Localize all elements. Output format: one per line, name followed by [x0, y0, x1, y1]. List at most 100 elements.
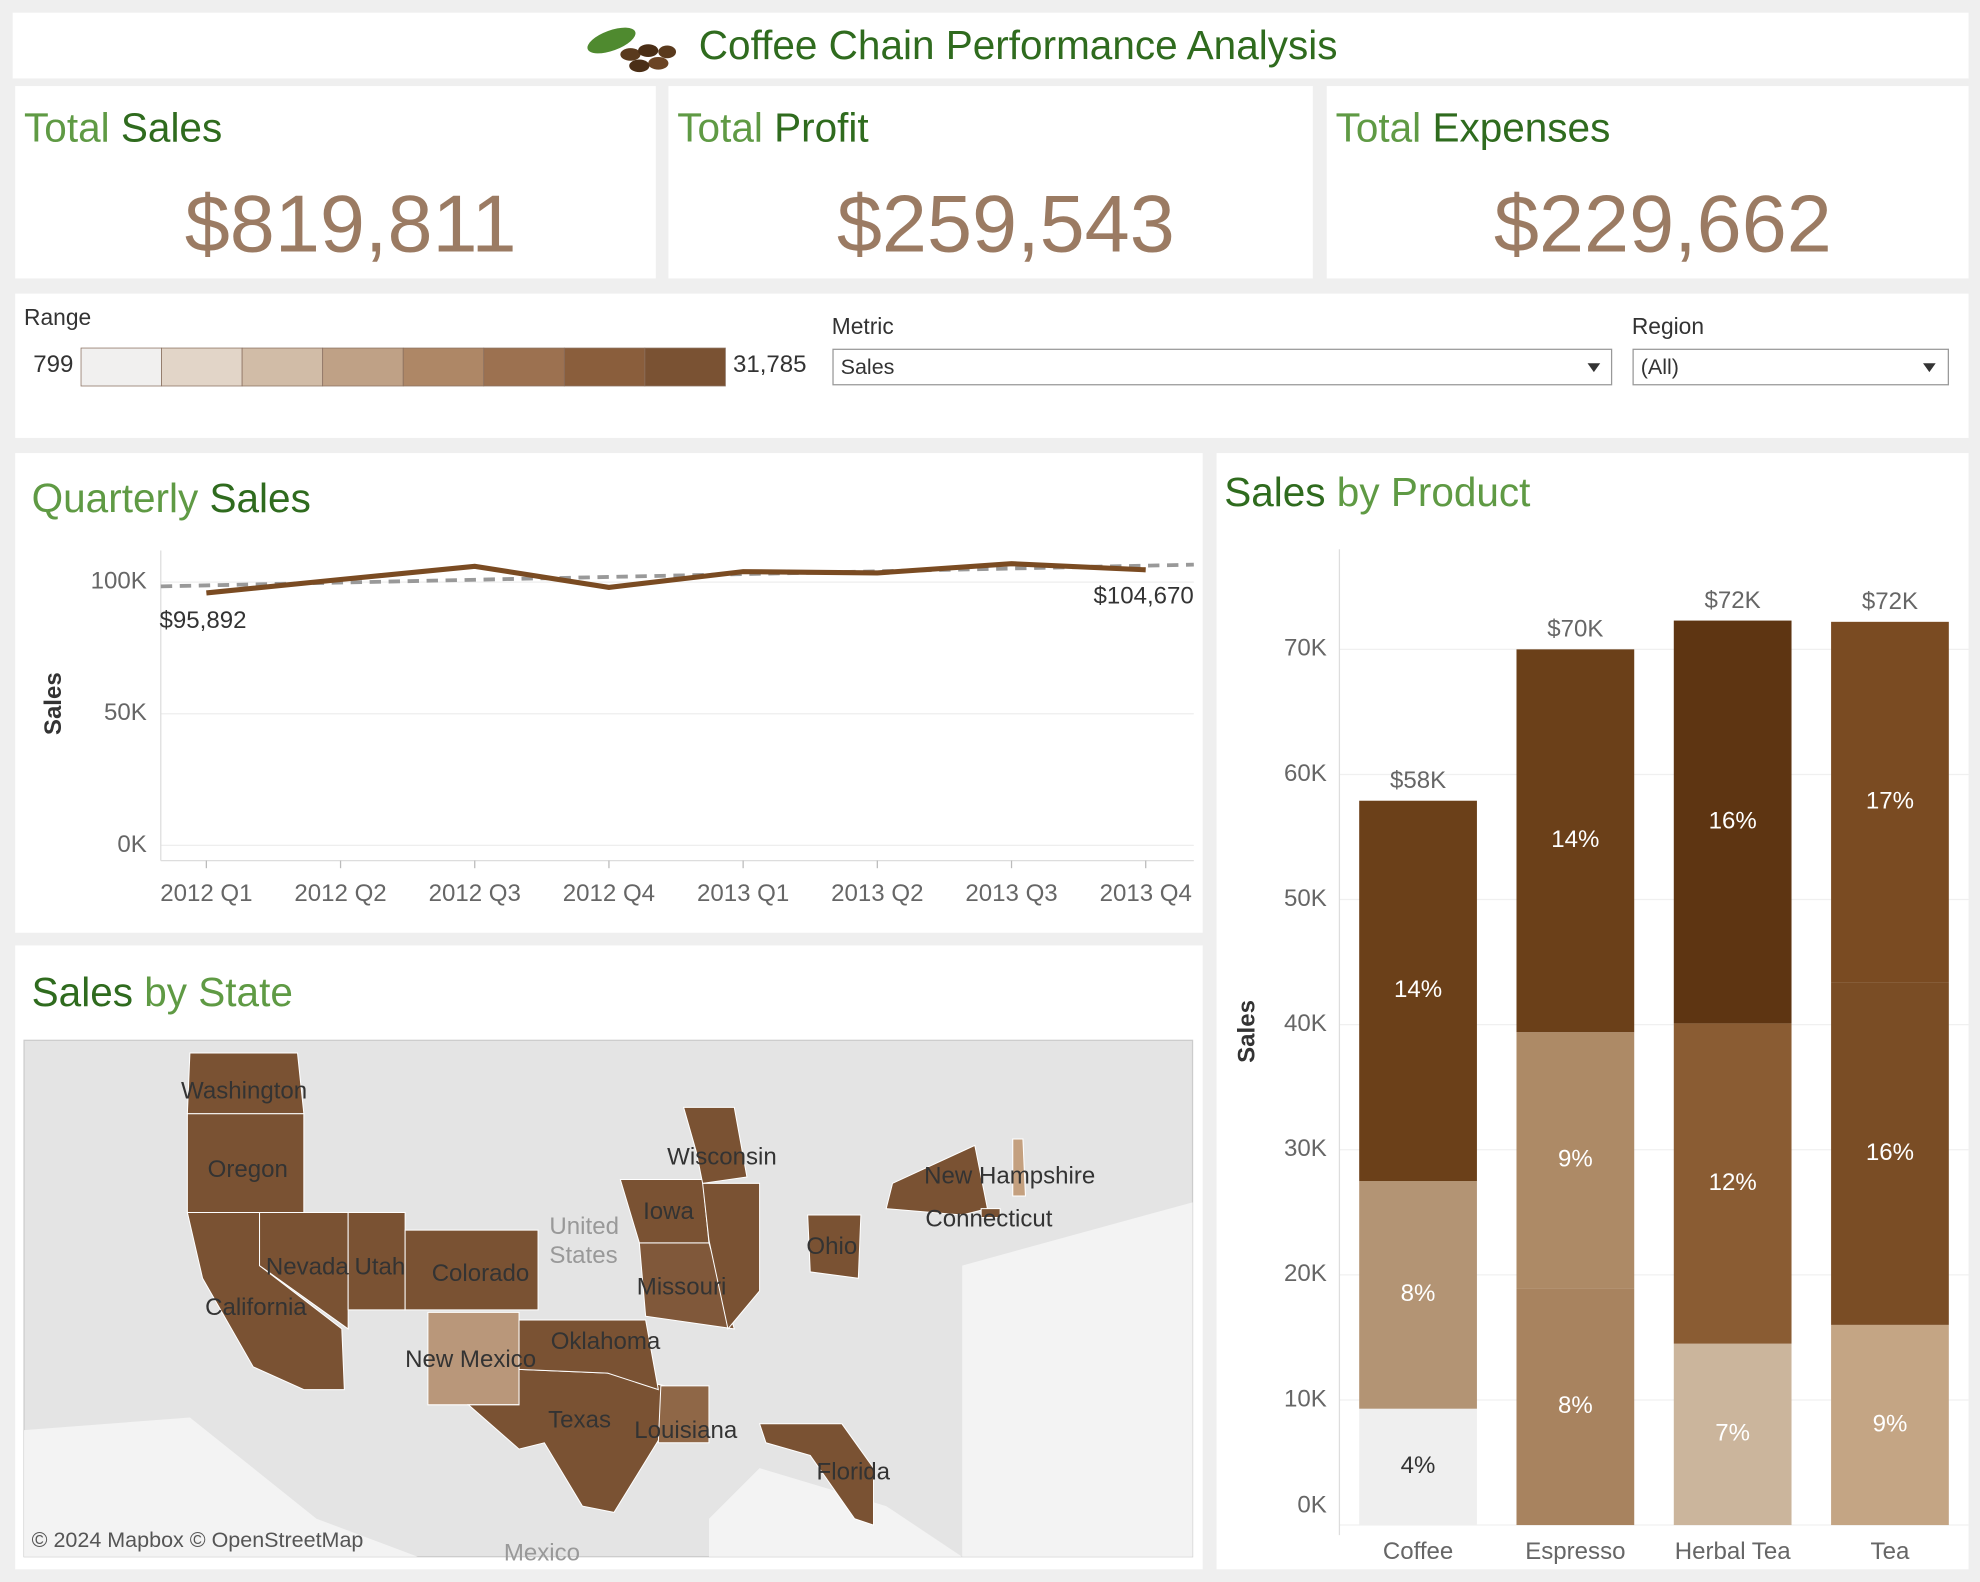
x-tick-label: Herbal Tea	[1675, 1538, 1791, 1565]
state-label: Oklahoma	[551, 1328, 661, 1355]
line-panel	[15, 453, 1203, 933]
range-swatch	[644, 347, 726, 387]
bar-segment	[1359, 800, 1477, 1182]
x-tick-label: Coffee	[1383, 1538, 1453, 1565]
state	[404, 1229, 539, 1311]
data-label: $95,892	[160, 607, 247, 634]
y-tick-label: 50K	[1284, 885, 1327, 912]
region-dropdown[interactable]	[1632, 348, 1949, 386]
state-label: Florida	[817, 1459, 891, 1486]
state-label: Louisiana	[634, 1417, 738, 1444]
y-tick-label: 30K	[1284, 1135, 1327, 1162]
segment-label: 12%	[1709, 1169, 1757, 1196]
kpi-card	[1326, 86, 1969, 279]
x-tick-label: 2013 Q1	[697, 880, 789, 907]
state-label: Utah	[354, 1253, 405, 1280]
state-label: Colorado	[432, 1260, 530, 1287]
country-label: States	[549, 1242, 617, 1269]
region-label: Region	[1632, 313, 1704, 339]
bar-segment	[1516, 1032, 1635, 1289]
range-max: 31,785	[733, 351, 807, 378]
chart-title: Total Expenses	[1336, 104, 1611, 150]
kpi-value: $819,811	[185, 180, 517, 270]
line-series	[206, 561, 1146, 596]
dropdown-arrow	[1923, 363, 1936, 373]
state-label: California	[205, 1294, 307, 1321]
chart-title: Sales by State	[32, 968, 293, 1014]
range-swatch	[563, 347, 646, 387]
dropdown-arrow	[1587, 363, 1601, 373]
kpi-value: $259,543	[837, 180, 1175, 270]
segment-label: 8%	[1558, 1392, 1593, 1419]
y-tick-label: 100K	[91, 567, 147, 594]
x-tick-label: 2013 Q3	[965, 880, 1057, 907]
bar-segment	[1673, 1343, 1792, 1526]
kpi-row: Total Sales $819,811 Total Profit $259,543 T…	[15, 86, 1969, 279]
state-label: Wisconsin	[667, 1143, 777, 1170]
segment-label: 4%	[1401, 1452, 1436, 1479]
range-swatch	[80, 347, 162, 387]
x-tick-label: 2012 Q3	[429, 880, 521, 907]
y-tick-label: 0K	[117, 831, 146, 858]
title-part: Total	[1336, 104, 1422, 150]
state	[259, 1211, 349, 1330]
y-tick-label: 40K	[1284, 1010, 1327, 1037]
range-swatch	[322, 347, 404, 387]
state-label: Ohio	[806, 1233, 857, 1260]
y-axis-title: Sales	[1234, 1000, 1261, 1063]
state-label: Iowa	[643, 1198, 694, 1225]
title-part: Sales	[1224, 469, 1325, 515]
chart-title: Total Profit	[677, 104, 868, 150]
x-tick-label: 2013 Q2	[831, 880, 923, 907]
x-tick-label: Espresso	[1525, 1538, 1625, 1565]
dashboard-title: Coffee Chain Performance Analysis	[699, 22, 1338, 68]
bar-segment	[1831, 621, 1949, 983]
header-panel	[12, 12, 1969, 79]
segment-label: 16%	[1709, 807, 1757, 834]
y-tick-label: 70K	[1284, 635, 1327, 662]
data-label: $104,670	[1093, 583, 1193, 610]
segment-label: 14%	[1394, 976, 1442, 1003]
state	[702, 1182, 761, 1331]
state-label: Oregon	[208, 1156, 288, 1183]
title-part: by Product	[1337, 469, 1531, 515]
y-tick-label: 60K	[1284, 760, 1327, 787]
total-label: $58K	[1390, 767, 1446, 794]
state	[682, 1106, 748, 1184]
segment-label: 16%	[1866, 1139, 1914, 1166]
range-legend: 799 31,785	[33, 347, 807, 387]
title-part: Quarterly	[32, 475, 199, 521]
bar-segment	[1359, 1181, 1477, 1409]
state-label: Washington	[181, 1078, 307, 1105]
x-tick-label: 2012 Q1	[160, 880, 252, 907]
logo	[587, 27, 677, 73]
range-label: Range	[24, 304, 91, 330]
title-part: Total	[24, 104, 110, 150]
title-part: Total	[677, 104, 763, 150]
segment-label: 8%	[1401, 1280, 1436, 1307]
bar-segment	[1673, 1023, 1792, 1344]
segment-label: 7%	[1715, 1420, 1750, 1447]
segment-label: 9%	[1873, 1410, 1908, 1437]
bar-chart: Sales by ProductSales0K10K20K30K40K50K60…	[1224, 469, 1969, 1565]
country-label: United	[549, 1213, 619, 1240]
total-label: $72K	[1862, 588, 1918, 615]
metric-dropdown[interactable]	[832, 348, 1613, 386]
bar-segment	[1359, 1408, 1477, 1526]
state	[657, 1385, 710, 1444]
state	[1012, 1138, 1026, 1197]
map-chart: Sales by State Washington Oregon California…	[23, 968, 1194, 1567]
state	[518, 1319, 659, 1391]
state	[885, 1144, 989, 1216]
title-part: Sales	[210, 475, 311, 521]
metric-value[interactable]: Sales	[841, 355, 895, 379]
title-part: by State	[144, 968, 293, 1014]
water	[24, 1202, 1193, 1557]
state-label: Nevada	[266, 1253, 350, 1280]
state	[980, 1208, 1001, 1219]
kpi-card	[15, 86, 656, 279]
region-value[interactable]: (All)	[1641, 355, 1679, 379]
bar-segment	[1673, 620, 1792, 1024]
y-tick-label: 0K	[1297, 1491, 1326, 1518]
